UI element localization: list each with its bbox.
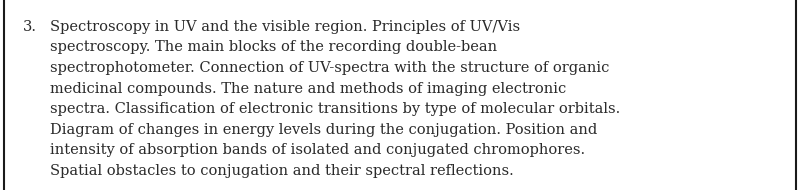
Text: spectra. Classification of electronic transitions by type of molecular orbitals.: spectra. Classification of electronic tr… xyxy=(50,102,620,116)
Text: 3.: 3. xyxy=(22,20,37,34)
Text: spectroscopy. The main blocks of the recording double-bean: spectroscopy. The main blocks of the rec… xyxy=(50,40,497,55)
Text: Spatial obstacles to conjugation and their spectral reflections.: Spatial obstacles to conjugation and the… xyxy=(50,164,514,178)
Text: intensity of absorption bands of isolated and conjugated chromophores.: intensity of absorption bands of isolate… xyxy=(50,143,585,157)
Text: spectrophotometer. Connection of UV-spectra with the structure of organic: spectrophotometer. Connection of UV-spec… xyxy=(50,61,609,75)
Text: medicinal compounds. The nature and methods of imaging electronic: medicinal compounds. The nature and meth… xyxy=(50,82,566,96)
Text: Diagram of changes in energy levels during the conjugation. Position and: Diagram of changes in energy levels duri… xyxy=(50,123,597,137)
Text: Spectroscopy in UV and the visible region. Principles of UV/Vis: Spectroscopy in UV and the visible regio… xyxy=(50,20,520,34)
